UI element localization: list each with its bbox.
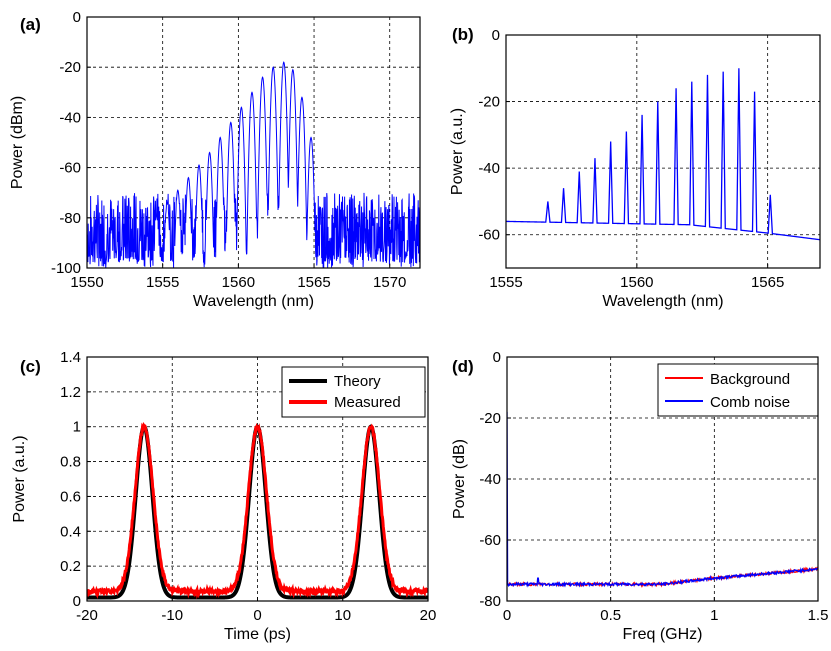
plot-frame — [86, 16, 421, 269]
panel-label: (a) — [20, 15, 41, 34]
x-tick-label: 10 — [334, 607, 351, 624]
y-tick-label: -40 — [479, 471, 501, 488]
x-tick-label: 1555 — [489, 274, 522, 291]
y-tick-label: 1.4 — [60, 349, 81, 366]
y-tick-label: 0.4 — [60, 523, 81, 540]
y-axis-label: Power (dB) — [451, 439, 468, 519]
series-line-comb-noise — [507, 411, 818, 588]
y-tick-label: 1 — [73, 419, 81, 436]
plot-area — [87, 61, 420, 268]
x-tick-label: 1565 — [297, 274, 330, 291]
y-tick-label: 0 — [73, 9, 81, 26]
x-axis-label: Wavelength (nm) — [602, 293, 723, 310]
panel-label: (b) — [452, 25, 474, 44]
x-tick-label: 1.5 — [808, 607, 829, 624]
x-tick-label: 1555 — [146, 274, 179, 291]
x-tick-label: 1560 — [222, 274, 255, 291]
x-tick-label: 1565 — [751, 274, 784, 291]
legend-label: Comb noise — [710, 394, 790, 411]
y-tick-label: -100 — [51, 260, 81, 277]
panel-d: 0 0.5 1 1.5 -80 -60 -40 -20 0 Freq (GHz) Power (dB… — [451, 349, 828, 643]
y-tick-label: -60 — [59, 160, 81, 177]
spectrum-line — [506, 68, 820, 241]
y-axis-label: Power (a.u.) — [11, 435, 28, 522]
y-tick-label: 0.2 — [60, 558, 81, 575]
x-axis-label: Time (ps) — [224, 626, 291, 643]
panel-label: (c) — [20, 357, 41, 376]
plot-area — [507, 411, 818, 588]
panel-b: 1555 1560 1565 -60 -40 -20 0 Wavelength (nm) Pow… — [449, 25, 821, 310]
plot-area — [87, 421, 428, 600]
x-tick-label: 1560 — [620, 274, 653, 291]
panel-c: -20 -10 0 10 20 0 0.2 0.4 0.6 0.8 1 1.2 1.4 Time (ps)… — [11, 349, 436, 643]
x-tick-label: -10 — [161, 607, 183, 624]
x-tick-label: 1 — [710, 607, 718, 624]
y-tick-label: -20 — [479, 410, 501, 427]
y-tick-label: -80 — [59, 210, 81, 227]
x-axis-label: Freq (GHz) — [623, 626, 703, 643]
plot-frame — [86, 356, 429, 602]
legend-label: Measured — [334, 394, 401, 411]
y-tick-label: -40 — [59, 109, 81, 126]
legend-label: Theory — [334, 373, 381, 390]
legend: Background Comb noise — [657, 363, 819, 417]
spectrum-line — [87, 61, 420, 268]
x-axis-label: Wavelength (nm) — [193, 293, 314, 310]
x-tick-label: 0 — [503, 607, 511, 624]
legend: Theory Measured — [281, 366, 426, 418]
y-axis-label: Power (dBm) — [9, 96, 26, 189]
series-line-measured — [87, 421, 428, 600]
y-tick-label: 1.2 — [60, 384, 81, 401]
x-tick-label: 1550 — [70, 274, 103, 291]
y-tick-label: -20 — [478, 94, 500, 111]
plot-area — [506, 68, 820, 241]
x-tick-label: -20 — [76, 607, 98, 624]
legend-box — [281, 366, 426, 418]
x-tick-label: 20 — [420, 607, 437, 624]
panel-a: 1550 1555 1560 1565 1570 -100 -80 -60 -40 -20 0 Wav… — [9, 9, 421, 310]
y-tick-label: -40 — [478, 160, 500, 177]
y-tick-label: 0.6 — [60, 488, 81, 505]
y-tick-label: -80 — [479, 593, 501, 610]
y-tick-label: 0 — [492, 27, 500, 44]
y-tick-label: -60 — [479, 532, 501, 549]
x-tick-label: 1570 — [373, 274, 406, 291]
y-tick-label: -20 — [59, 59, 81, 76]
y-axis-label: Power (a.u.) — [449, 108, 466, 195]
x-tick-label: 0.5 — [600, 607, 621, 624]
y-tick-label: -60 — [478, 227, 500, 244]
legend-label: Background — [710, 371, 790, 388]
y-tick-label: 0 — [493, 349, 501, 366]
plot-frame — [505, 34, 821, 269]
plot-frame — [506, 356, 819, 602]
y-tick-label: 0.8 — [60, 454, 81, 471]
x-tick-label: 0 — [253, 607, 261, 624]
y-tick-label: 0 — [73, 593, 81, 610]
panel-label: (d) — [452, 357, 474, 376]
